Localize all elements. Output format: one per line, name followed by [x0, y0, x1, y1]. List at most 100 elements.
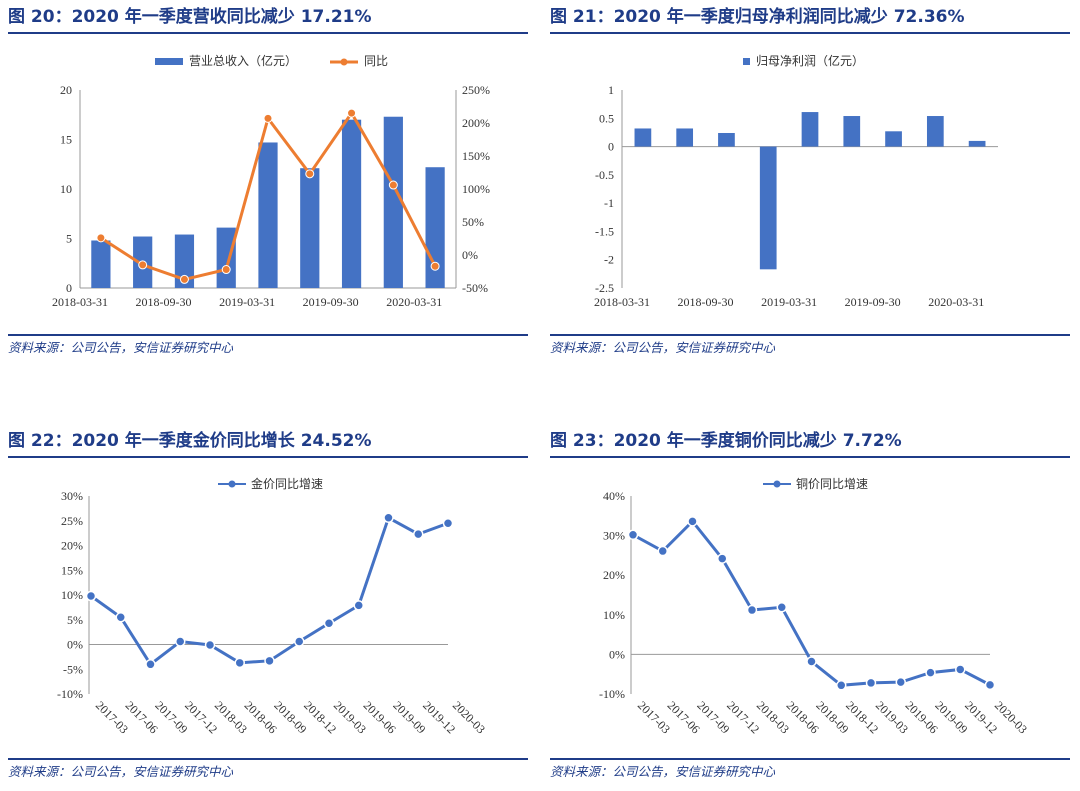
series-point: [895, 676, 906, 688]
series-point: [85, 590, 97, 602]
yoy-point: [263, 113, 273, 123]
series-point: [383, 512, 394, 524]
bar: [383, 116, 403, 288]
legend-line-marker: [773, 480, 781, 488]
y2-tick-label: 150%: [462, 149, 490, 163]
y-tick-label: 10%: [603, 608, 625, 622]
series-point: [234, 657, 245, 669]
bar: [926, 116, 944, 147]
x-tick-label: 2020-03: [992, 698, 1030, 736]
series-point: [323, 617, 335, 629]
x-tick-label: 2019-03: [331, 698, 369, 736]
y-tick-label: 0%: [67, 638, 83, 652]
yoy-point: [221, 265, 231, 275]
y-tick-label: -10%: [57, 687, 83, 701]
series-point: [865, 677, 877, 689]
y-tick-label: 10%: [61, 588, 83, 602]
legend-bar-swatch: [743, 58, 750, 65]
x-tick-label: 2018-06: [784, 698, 822, 736]
y-tick-label: 30%: [603, 529, 625, 543]
y-tick-label: 0: [66, 281, 72, 295]
x-tick-label: 2017-12: [182, 698, 220, 736]
x-tick-label: 2018-03: [212, 698, 250, 736]
series-point: [115, 612, 126, 623]
legend-label: 铜价同比增速: [796, 476, 868, 491]
bar: [718, 132, 735, 147]
series-point: [836, 680, 847, 691]
x-tick-label: 2019-03-31: [761, 295, 817, 309]
copper-price-chart: 铜价同比增速-10%0%10%20%30%40%2017-032017-0620…: [599, 476, 1030, 736]
x-tick-label: 2019-09: [390, 698, 428, 736]
bar: [676, 128, 694, 147]
series-point: [264, 655, 275, 667]
y-tick-label: 5%: [67, 613, 83, 627]
y2-tick-label: 0%: [462, 248, 478, 262]
chart-panel-23: 图 23：2020 年一季度铜价同比减少 7.72% 铜价同比增速 -10% 0% 1…: [550, 426, 1070, 779]
series-point: [984, 679, 996, 691]
chart-source: 资料来源：公司公告，安信证券研究中心: [550, 758, 1070, 780]
series-point: [294, 636, 305, 647]
y2-tick-label: 50%: [462, 215, 484, 229]
x-tick-label: 2019-09-30: [303, 295, 359, 309]
y-tick-label: 5: [66, 232, 72, 246]
chart-source: 资料来源：公司公告，安信证券研究中心: [550, 334, 1070, 356]
y-tick-label: -10%: [599, 687, 625, 701]
x-tick-label: 2018-12: [301, 698, 339, 736]
series-point: [442, 517, 454, 529]
x-tick-label: 2017-12: [724, 698, 762, 736]
yoy-point: [179, 274, 189, 284]
y-tick-label: 0.5: [599, 111, 614, 125]
y-tick-label: 30%: [61, 489, 83, 503]
bar: [843, 116, 861, 147]
y-tick-label: 1: [608, 83, 614, 97]
y-tick-label: 0: [608, 140, 614, 154]
chart-title: 图 20：2020 年一季度营收同比减少 17.21%: [8, 2, 528, 34]
x-tick-label: 2019-06: [361, 698, 399, 736]
y-tick-label: 20%: [603, 568, 625, 582]
series-point: [776, 602, 787, 613]
x-tick-label: 2018-09-30: [678, 295, 734, 309]
y-tick-label: 15: [60, 133, 72, 147]
series-point: [717, 553, 728, 564]
legend-label: 同比: [364, 54, 388, 68]
series-point: [746, 604, 758, 616]
series-point: [413, 528, 424, 540]
legend-label: 营业总收入（亿元）: [189, 53, 297, 68]
y-tick-label: -0.5: [595, 168, 614, 182]
y-tick-label: -1: [604, 196, 614, 210]
x-tick-label: 2017-06: [123, 698, 161, 736]
legend-label: 归母净利润（亿元）: [756, 53, 864, 68]
y-tick-label: 10: [60, 182, 72, 196]
series-line: [90, 515, 449, 667]
legend-line-marker: [340, 58, 348, 66]
series-point: [687, 516, 698, 527]
chart-title: 图 21：2020 年一季度归母净利润同比减少 72.36%: [550, 2, 1070, 34]
x-tick-label: 2018-03: [754, 698, 792, 736]
series-point: [955, 664, 966, 675]
y2-tick-label: -50%: [462, 281, 488, 295]
x-tick-label: 2020-03-31: [386, 295, 442, 309]
x-tick-label: 2017-03: [93, 698, 131, 736]
yoy-point: [347, 108, 357, 118]
y2-tick-label: 250%: [462, 83, 490, 97]
bar: [174, 234, 195, 288]
bar: [216, 227, 236, 288]
bar: [300, 168, 320, 288]
revenue-chart: 营业总收入（亿元） 同比 0 5 10 15 20 -50% 0% 50% 100% 150% 200%…: [52, 53, 490, 309]
x-tick-label: 2019-12: [962, 698, 1000, 736]
net-profit-chart: 归母净利润（亿元） -2.5 -2 -1.5 -1 -0.5 0 0.5 1 2018-03-31…: [594, 53, 998, 309]
x-tick-label: 2018-09: [813, 698, 851, 736]
chart-panel-21: 图 21：2020 年一季度归母净利润同比减少 72.36% 归母净利润（亿元）…: [550, 2, 1070, 355]
legend-label: 金价同比增速: [251, 476, 323, 491]
yoy-point: [138, 260, 148, 270]
y-tick-label: -2.5: [595, 281, 614, 295]
yoy-point: [305, 169, 315, 179]
x-tick-label: 2018-09: [271, 698, 309, 736]
chart-panel-20: 图 20：2020 年一季度营收同比减少 17.21% 营业总收入（亿元） 同比 0…: [8, 2, 528, 355]
y-tick-label: 20%: [61, 539, 83, 553]
yoy-point: [430, 261, 440, 271]
bar: [91, 240, 111, 288]
yoy-point: [96, 233, 106, 243]
x-tick-label: 2017-06: [665, 698, 703, 736]
y-tick-label: 40%: [603, 489, 625, 503]
